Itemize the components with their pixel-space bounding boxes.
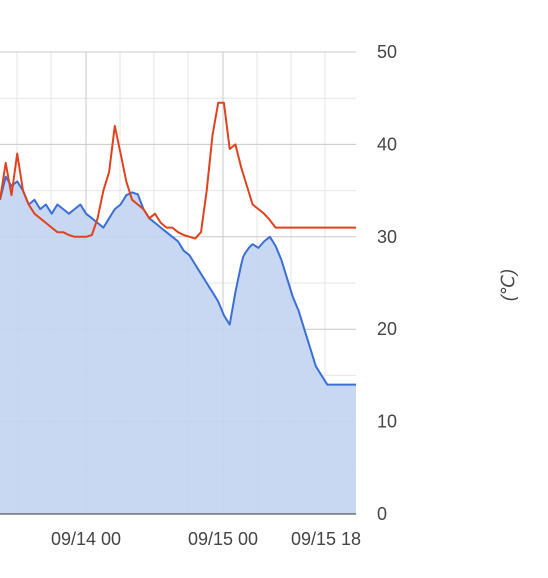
- y-tick-label: 30: [377, 227, 397, 247]
- area-series-line: [0, 175, 356, 386]
- y-tick-label: 0: [377, 504, 387, 524]
- area-fill: [0, 176, 356, 514]
- x-axis-tick-labels: 09/14 00 09/15 00 09/15 18: [51, 529, 361, 549]
- x-tick-label: 09/15 00: [188, 529, 258, 549]
- x-tick-label: 09/15 18: [291, 529, 361, 549]
- y-axis-unit-label: (℃): [498, 269, 518, 301]
- area-series: [0, 175, 356, 514]
- line-series: [0, 101, 356, 240]
- x-tick-label: 09/14 00: [51, 529, 121, 549]
- y-tick-label: 40: [377, 134, 397, 154]
- y-tick-label: 20: [377, 319, 397, 339]
- y-tick-label: 10: [377, 412, 397, 432]
- y-axis-tick-labels: 0 10 20 30 40 50: [377, 42, 397, 524]
- y-tick-label: 50: [377, 42, 397, 62]
